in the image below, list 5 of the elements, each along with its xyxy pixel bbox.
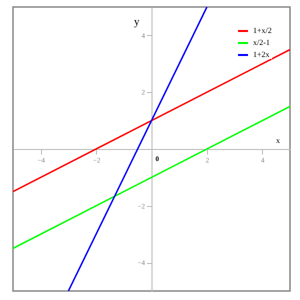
x-axis-title: x: [276, 136, 280, 145]
legend-label: 1+2x: [253, 50, 270, 59]
y-axis-title: y: [134, 16, 140, 28]
legend-label: 1+x/2: [253, 26, 272, 35]
legend-label: x/2-1: [253, 38, 270, 47]
